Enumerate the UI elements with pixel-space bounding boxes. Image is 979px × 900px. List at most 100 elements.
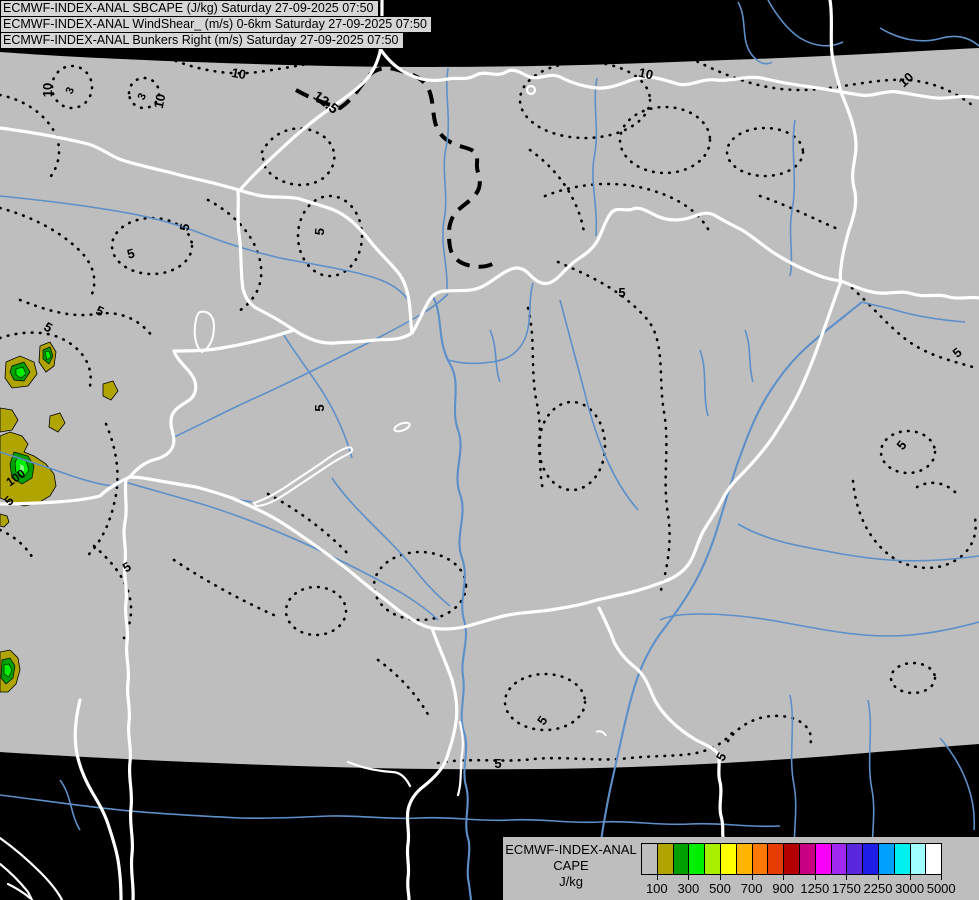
- title-bunkers-right: ECMWF-INDEX-ANAL Bunkers Right (m/s) Sat…: [0, 32, 404, 49]
- contour-value-label: 10: [637, 65, 654, 83]
- cape-area: [0, 513, 10, 528]
- legend-swatch: [767, 843, 785, 875]
- lake-ferto: [193, 310, 216, 354]
- legend-swatch: [672, 843, 690, 875]
- contour-line: [436, 731, 734, 765]
- contour-line: [725, 126, 805, 178]
- river: [744, 329, 754, 383]
- coastline: [6, 882, 32, 900]
- river-tisza: [593, 301, 863, 900]
- border-hr-rs: [405, 626, 459, 900]
- contour-value-label: 5: [950, 344, 965, 360]
- contour-line: [376, 658, 432, 720]
- legend-swatch: [893, 843, 911, 875]
- contour-line: [879, 429, 937, 475]
- product-title-bars: ECMWF-INDEX-ANAL SBCAPE (J/kg) Saturday …: [0, 0, 432, 49]
- contour-value-label: 5: [618, 285, 625, 300]
- contour-line: [537, 400, 607, 492]
- cape-area: [102, 380, 119, 401]
- river-drava: [117, 479, 439, 621]
- contour-line: [172, 558, 278, 618]
- border-ro-ua: [839, 279, 979, 300]
- legend-swatch: [656, 843, 674, 875]
- contour-line: [260, 127, 336, 187]
- legend-swatch: [925, 843, 943, 875]
- title-sbcape: ECMWF-INDEX-ANAL SBCAPE (J/kg) Saturday …: [0, 0, 379, 17]
- contour-value-label: 5: [534, 713, 550, 728]
- river-danube: [431, 294, 473, 900]
- border-hu-ro: [595, 279, 843, 602]
- border-hr-ba: [73, 698, 123, 900]
- border-at-hu-south: [128, 328, 296, 479]
- legend-tick-label: 100: [645, 881, 668, 896]
- river-ipoly: [447, 282, 534, 365]
- legend-tick: [783, 875, 785, 880]
- contour-line: [556, 260, 671, 592]
- contour-value-label: 3: [136, 91, 149, 102]
- legend-swatch: [641, 843, 658, 875]
- contour-line: [372, 550, 468, 622]
- cape-legend: ECMWF-INDEX-ANAL CAPE J/kg 100 300 500 700 9…: [503, 837, 979, 900]
- legend-swatch: [704, 843, 721, 875]
- legend-tick: [751, 875, 753, 880]
- legend-tick: [720, 875, 721, 880]
- lake-balaton: [252, 446, 354, 508]
- legend-swatch: [909, 843, 927, 875]
- river-mura: [0, 451, 119, 487]
- lake-velence: [393, 421, 411, 433]
- legend-swatch: [830, 843, 848, 875]
- river-raba: [171, 293, 449, 439]
- legend-tick-labels: 100 300 500 700 900 1250 1750 2250 3000 5000: [641, 875, 971, 899]
- contour-value-label: 5: [713, 750, 730, 764]
- contour-line: [758, 194, 840, 231]
- contour-value-label: 5: [41, 319, 55, 336]
- lakes: [193, 310, 607, 737]
- coastline: [0, 862, 34, 900]
- river: [939, 737, 976, 831]
- river: [699, 349, 709, 417]
- legend-swatch: [688, 843, 706, 875]
- border-slo-hr: [122, 477, 135, 900]
- legend-tick-label: 3000: [895, 881, 925, 896]
- border-hu-sk: [410, 206, 843, 335]
- contour-line: [726, 714, 813, 747]
- contour-value-label: 5: [494, 756, 501, 771]
- legend-swatch: [862, 843, 879, 875]
- border-rs-ro: [597, 606, 725, 839]
- legend-swatch: [877, 843, 895, 875]
- contour-line: [688, 56, 978, 110]
- legend-tick: [846, 875, 848, 880]
- contour-line: [889, 661, 937, 695]
- legend-swatch: [798, 843, 816, 875]
- legend-tick: [941, 875, 943, 880]
- legend-title-line: ECMWF-INDEX-ANAL: [505, 842, 637, 857]
- river: [879, 27, 979, 47]
- legend-tick: [878, 875, 879, 880]
- border-hr-ba-west: [346, 760, 412, 788]
- contour-line: [503, 672, 587, 732]
- contour-line: [50, 64, 94, 110]
- border-hu-rs-hr: [128, 475, 599, 631]
- legend-tick-label: 900: [772, 881, 795, 896]
- contour-line: [92, 544, 133, 640]
- legend-swatch: [814, 843, 832, 875]
- contour-line: [915, 481, 957, 494]
- legend-swatch: [783, 843, 800, 875]
- legend-title: ECMWF-INDEX-ANAL CAPE J/kg: [503, 842, 639, 890]
- cape-area: [0, 407, 19, 433]
- legend-tick: [688, 875, 690, 880]
- contour-line: [518, 60, 652, 140]
- contour-line: [266, 492, 352, 558]
- contour-line: [296, 194, 364, 278]
- contour-value-label: 5: [120, 559, 134, 576]
- legend-tick: [656, 875, 658, 880]
- contour-line: [18, 298, 154, 338]
- contour-value-label: 5: [125, 245, 136, 261]
- legend-swatch: [846, 843, 864, 875]
- contour-value-label: 10: [230, 65, 247, 82]
- legend-tick-label: 1250: [800, 881, 830, 896]
- border-at-hu: [236, 189, 414, 345]
- contour-value-label: 10: [40, 83, 55, 97]
- legend-swatch: [719, 843, 737, 875]
